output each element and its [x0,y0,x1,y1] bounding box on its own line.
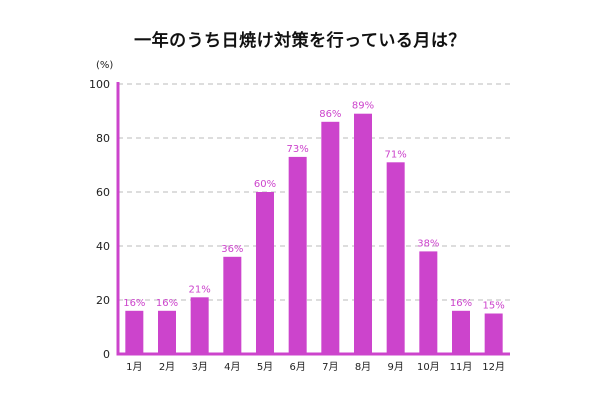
y-tick-label: 40 [96,240,110,253]
x-category-label: 9月 [387,361,403,373]
x-category-label: 10月 [417,361,440,373]
chart-title: 一年のうち日焼け対策を行っている月は？ [134,31,466,51]
bar-value-label: 15% [483,301,505,312]
bar [256,192,274,354]
x-category-label: 1月 [126,361,142,373]
y-tick-label: 80 [96,132,110,145]
bar [484,313,503,354]
x-category-label: 11月 [450,361,473,373]
bar [288,156,307,354]
bar-value-label: 16% [450,298,472,309]
y-tick-label: 20 [96,294,110,307]
gridlines [118,83,510,301]
x-axis-categories: 1月 2月 3月 4月 5月 6月 7月 8月 9月 10月 11月 12月 [126,361,505,373]
bar [158,310,176,354]
x-category-label: 6月 [289,361,305,373]
y-axis-ticks: 0 20 40 60 80 100 [89,78,110,361]
x-category-label: 4月 [224,361,240,373]
bar [452,310,470,354]
bar [321,121,340,354]
bar [223,256,242,354]
bar-value-label: 60% [254,179,276,190]
bar-value-label: 36% [221,244,243,255]
x-category-label: 12月 [482,361,505,373]
y-tick-label: 0 [103,348,110,361]
bar-value-label: 89% [352,101,374,112]
y-tick-label: 60 [96,186,110,199]
bar-value-label: 86% [319,109,341,120]
y-axis-unit-label: (%) [96,60,113,71]
bar-value-label: 71% [385,149,407,160]
bar [419,251,438,354]
bar [354,113,372,354]
bar [125,310,144,354]
bar-value-label: 16% [156,298,178,309]
bar [386,162,405,354]
x-category-label: 7月 [322,361,338,373]
x-category-label: 5月 [257,361,273,373]
bar-value-label: 38% [417,238,439,249]
bar-value-label: 73% [287,144,309,155]
data-labels: 16% 16% 21% 36% 60% 73% 86% 89% 71% 38% 16% 15% [123,101,505,312]
x-category-label: 8月 [355,361,371,373]
y-tick-label: 100 [89,78,110,91]
bars [125,113,503,354]
bar [190,297,209,354]
bar-value-label: 21% [189,284,211,295]
x-category-label: 3月 [191,361,207,373]
bar-value-label: 16% [123,298,145,309]
x-category-label: 2月 [159,361,175,373]
